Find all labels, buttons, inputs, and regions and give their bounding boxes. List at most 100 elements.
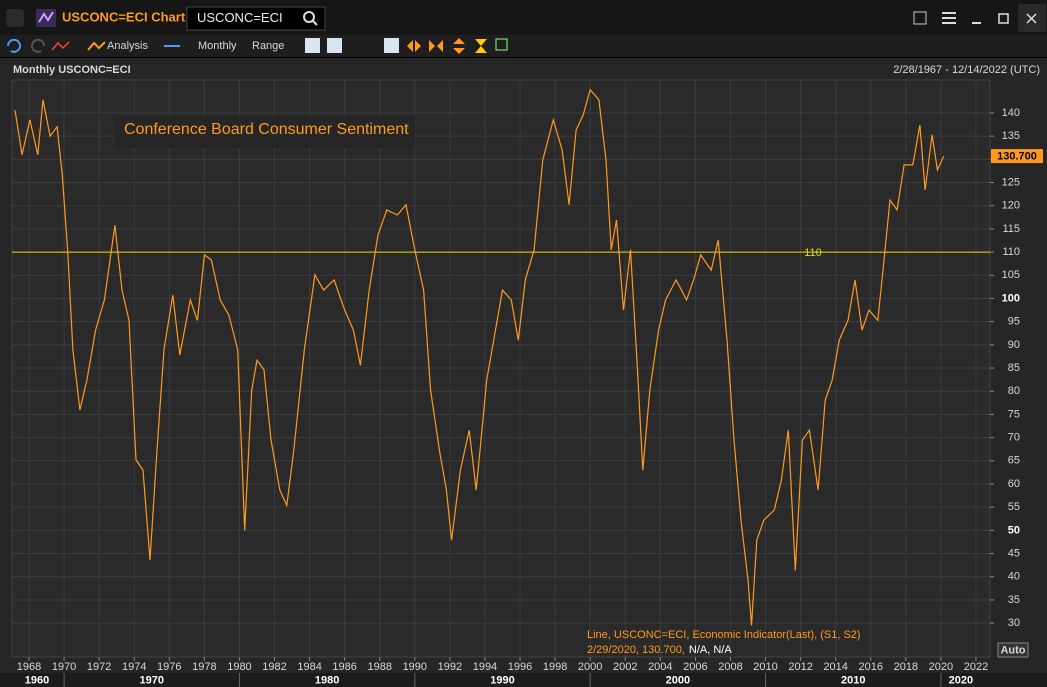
y-tick-label: 105: [1002, 269, 1020, 281]
zoom-button[interactable]: [475, 39, 487, 53]
analysis-button[interactable]: Analysis: [107, 40, 148, 52]
line-style-button[interactable]: [51, 41, 70, 51]
x-tick-label: 2006: [683, 661, 707, 673]
y-tick-label: 40: [1008, 571, 1020, 583]
x-tick-label: 2004: [648, 661, 672, 673]
chart-icon-line: [38, 11, 54, 23]
x-tick-label: 2022: [964, 661, 988, 673]
interval-button[interactable]: Monthly: [198, 40, 237, 52]
x-tick-label: 2008: [718, 661, 742, 673]
tool-button[interactable]: [305, 38, 320, 53]
decade-label: 1970: [140, 674, 164, 686]
y-tick-label: 125: [1002, 176, 1020, 188]
decade-label: 2010: [841, 674, 865, 686]
search-box[interactable]: [186, 6, 326, 31]
y-tick-label: 115: [1002, 223, 1020, 235]
chart: 30 35 40 45 50 55 60 65 70 75 80 85 90 95 100 105 110 115…: [12, 80, 1043, 687]
tool-button[interactable]: [327, 38, 342, 53]
x-tick-label: 1998: [543, 661, 567, 673]
x-tick-label: 2018: [894, 661, 918, 673]
chart-header-right: 2/28/1967 - 12/14/2022 (UTC): [893, 64, 1040, 76]
menu-icon: [942, 17, 956, 19]
analysis-icon: [87, 41, 106, 51]
maximize-button[interactable]: [998, 13, 1009, 24]
window-title: USCONC=ECI Chart: [62, 9, 186, 24]
legend-point-rest: N/A, N/A: [689, 644, 732, 656]
y-tick-label: 140: [1002, 107, 1020, 119]
x-tick-label: 2002: [613, 661, 637, 673]
y-tick-label: 55: [1008, 501, 1020, 513]
y-tick-label: 85: [1008, 362, 1020, 374]
decade-axis: [0, 673, 1047, 687]
x-tick-label: 2000: [578, 661, 602, 673]
reference-label: 110: [804, 247, 822, 259]
last-value-label: 130.700: [997, 150, 1037, 162]
y-tick-label: 30: [1008, 617, 1020, 629]
x-tick-label: 1980: [227, 661, 251, 673]
x-tick-label: 1996: [508, 661, 532, 673]
x-tick-label: 1990: [403, 661, 427, 673]
data-line: [14, 88, 945, 626]
x-tick-label: 2012: [788, 661, 812, 673]
x-tick-label: 2014: [823, 661, 847, 673]
link-icon[interactable]: [6, 9, 24, 27]
legend-point: 2/29/2020, 130.700,: [587, 644, 685, 656]
undo-button[interactable]: [6, 38, 21, 53]
decade-label: 1960: [25, 674, 49, 686]
minimize-button[interactable]: [972, 22, 981, 24]
menu-icon[interactable]: [942, 12, 956, 14]
decade-label: 2000: [666, 674, 690, 686]
zoom-button[interactable]: [429, 40, 443, 52]
y-tick-label: 50: [1008, 524, 1020, 536]
x-tick-label: 1972: [87, 661, 111, 673]
chart-title: Conference Board Consumer Sentiment: [124, 121, 409, 138]
x-tick-label: 1986: [332, 661, 356, 673]
tree-icon[interactable]: [913, 11, 927, 25]
toolbar: [0, 35, 1047, 57]
x-tick-label: 1994: [473, 661, 497, 673]
y-tick-label: 110: [1002, 246, 1020, 258]
y-tick-label: 80: [1008, 385, 1020, 397]
y-tick-label: 60: [1008, 478, 1020, 490]
y-tick-label: 65: [1008, 455, 1020, 467]
x-tick-label: 1992: [438, 661, 462, 673]
auto-button-label: Auto: [1000, 644, 1025, 656]
search-icon-handle: [312, 20, 318, 26]
title-box: [115, 116, 415, 148]
x-tick-label: 2020: [929, 661, 953, 673]
zoom-button[interactable]: [407, 40, 421, 52]
range-button[interactable]: Range: [252, 40, 284, 52]
search-icon[interactable]: [303, 11, 315, 23]
decade-label: 1990: [490, 674, 514, 686]
x-tick-label: 2010: [753, 661, 777, 673]
x-tick-label: 1970: [52, 661, 76, 673]
y-tick-label: 75: [1008, 408, 1020, 420]
select-button[interactable]: [495, 38, 508, 51]
x-tick-label: 2016: [859, 661, 883, 673]
x-tick-label: 1982: [262, 661, 286, 673]
chart-header-left: Monthly USCONC=ECI: [13, 64, 131, 76]
auto-button[interactable]: [997, 642, 1029, 658]
y-tick-label: 120: [1002, 200, 1020, 212]
x-tick-label: 1988: [367, 661, 391, 673]
search-text: USCONC=ECI: [197, 10, 283, 25]
y-tick-label: 35: [1008, 594, 1020, 606]
tool-button[interactable]: [384, 38, 399, 53]
last-value-box: [991, 149, 1043, 164]
x-tick-label: 1976: [157, 661, 181, 673]
title-bar: [0, 0, 1047, 35]
menu-icon: [942, 22, 956, 24]
y-tick-label: 95: [1008, 316, 1020, 328]
x-tick-label: 1974: [122, 661, 146, 673]
close-icon: [1026, 13, 1037, 24]
x-tick-label: 1978: [192, 661, 216, 673]
decade-label: 2020: [949, 674, 973, 686]
y-tick-label: 90: [1008, 339, 1020, 351]
decade-label: 1980: [315, 674, 339, 686]
y-tick-label: 100: [1002, 292, 1020, 304]
x-tick-label: 1984: [297, 661, 321, 673]
redo-button[interactable]: [31, 38, 46, 53]
zoom-button[interactable]: [453, 38, 465, 54]
y-tick-label: 135: [1002, 130, 1020, 142]
legend-line: Line, USCONC=ECI, Economic Indicator(Las…: [587, 629, 861, 641]
